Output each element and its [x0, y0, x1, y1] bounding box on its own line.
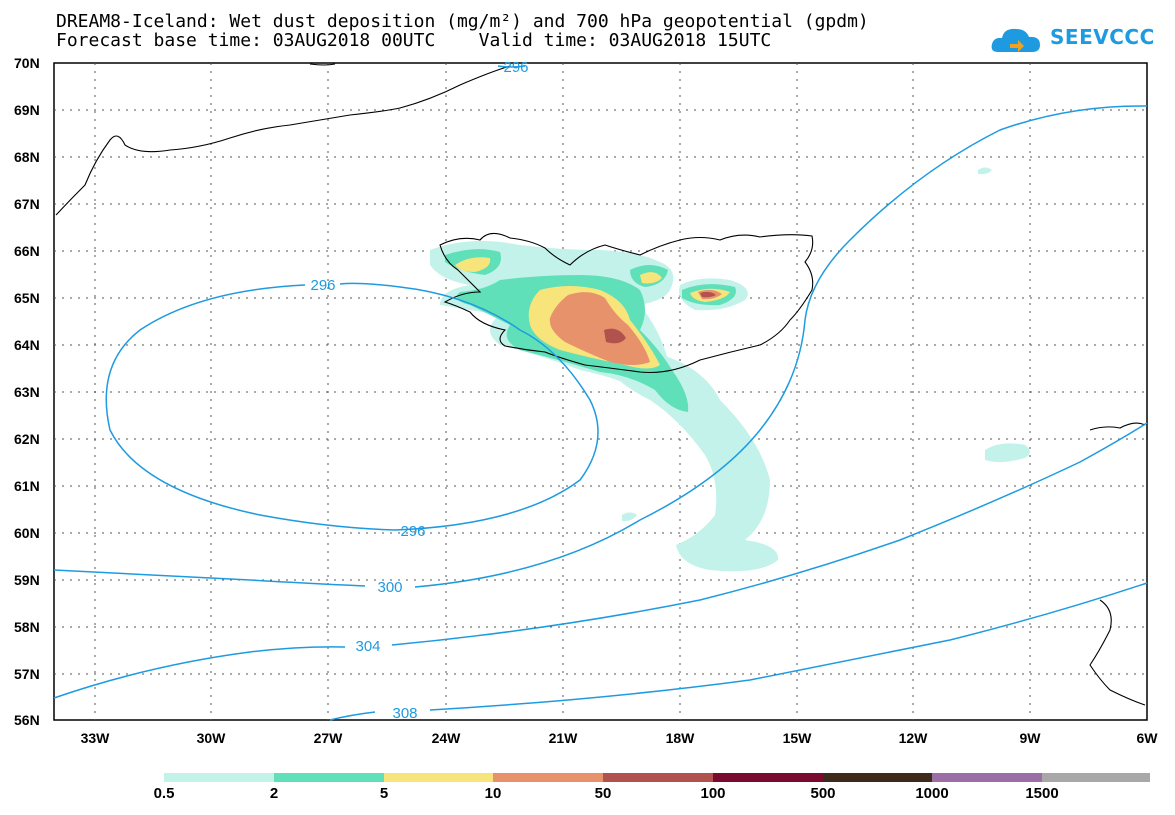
colorbar-swatch: [1042, 773, 1150, 782]
cloud-icon: [991, 28, 1040, 52]
geopotential-contours: [53, 65, 1148, 721]
dust-deposition-field: [430, 167, 1030, 572]
colorbar-swatch: [932, 773, 1042, 782]
colorbar-swatch: [823, 773, 932, 782]
lon-label: 6W: [1136, 730, 1158, 746]
contour-label: 304: [355, 638, 380, 655]
contour-label: 296: [400, 523, 425, 540]
lat-label: 66N: [14, 243, 40, 259]
contour-label: 308: [392, 705, 417, 722]
lat-label: 65N: [14, 290, 40, 306]
colorbar-swatch: [384, 773, 493, 782]
colorbar-label: 50: [594, 785, 612, 802]
lon-label: 27W: [313, 730, 343, 746]
lat-label: 61N: [14, 478, 40, 494]
map-title-line1: DREAM8-Iceland: Wet dust deposition (mg/…: [56, 11, 869, 32]
colorbar-label: 2: [269, 785, 279, 802]
colorbar-swatch: [713, 773, 823, 782]
lon-label: 9W: [1019, 730, 1041, 746]
colorbar-label: 10: [484, 785, 502, 802]
lat-label: 69N: [14, 102, 40, 118]
lat-label: 63N: [14, 384, 40, 400]
lat-label: 64N: [14, 337, 40, 353]
colorbar-label: 5: [379, 785, 389, 802]
lat-label: 58N: [14, 619, 40, 635]
map-frame: [53, 62, 1148, 721]
colorbar-label: 1000: [915, 785, 949, 802]
lon-label: 18W: [665, 730, 695, 746]
lon-label: 30W: [196, 730, 226, 746]
contour-label: 300: [377, 579, 402, 596]
lon-label: 33W: [80, 730, 110, 746]
coastlines: [55, 63, 1146, 706]
logo-text: SEEVCCC: [1050, 25, 1155, 49]
lon-label: 15W: [782, 730, 812, 746]
lat-label: 68N: [14, 149, 40, 165]
colorbar-swatch: [493, 773, 603, 782]
contour-label: 296: [310, 277, 335, 294]
map-title-line2: Forecast base time: 03AUG2018 00UTC Vali…: [56, 30, 772, 51]
lon-label: 12W: [898, 730, 928, 746]
contour-label: 296: [503, 59, 528, 76]
lat-label: 57N: [14, 666, 40, 682]
colorbar-swatch: [274, 773, 384, 782]
colorbar-label: 0.5: [153, 785, 175, 802]
lat-label: 59N: [14, 572, 40, 588]
colorbar-label: 100: [700, 785, 726, 802]
contour-label-group: 296 296 296 300 304 308: [310, 59, 528, 722]
colorbar-swatch: [603, 773, 713, 782]
colorbar-label: 1500: [1025, 785, 1059, 802]
lat-label: 70N: [14, 55, 40, 71]
lon-label: 24W: [431, 730, 461, 746]
lat-label: 60N: [14, 525, 40, 541]
lat-label: 56N: [14, 712, 40, 728]
lon-label: 21W: [548, 730, 578, 746]
lat-label: 62N: [14, 431, 40, 447]
lat-label: 67N: [14, 196, 40, 212]
colorbar-label: 500: [810, 785, 836, 802]
colorbar-swatch: [164, 773, 274, 782]
